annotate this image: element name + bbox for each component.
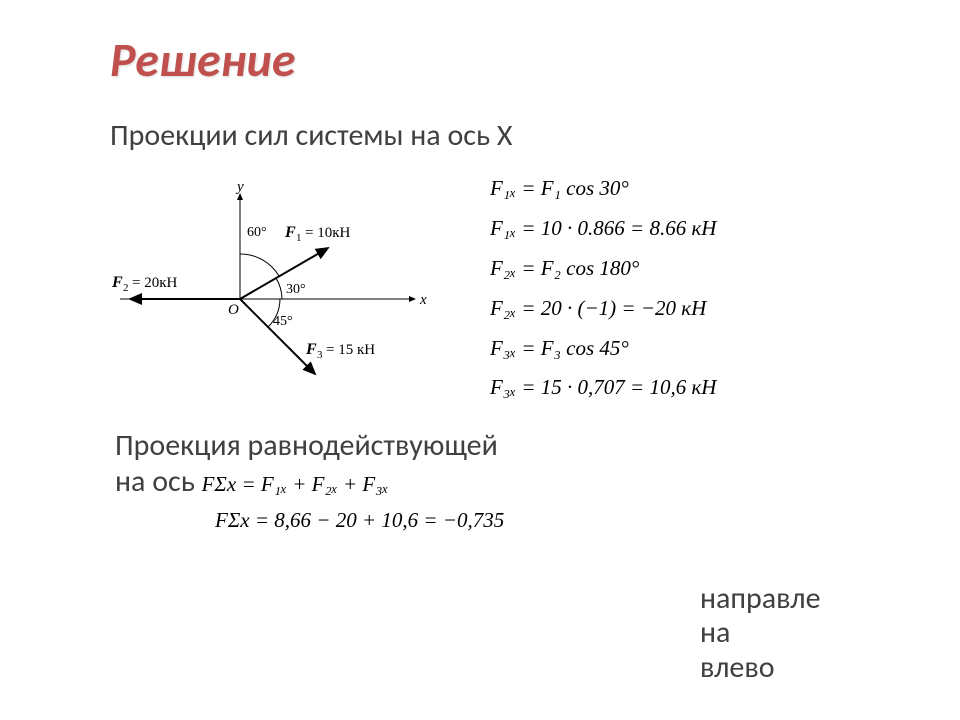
angle-45-label: 45° [273, 314, 293, 329]
f3-label: = 15 кН [326, 342, 375, 358]
svg-text:2: 2 [123, 282, 129, 294]
svg-text:F: F [305, 341, 317, 358]
page-title: Решение [110, 30, 900, 89]
force-diagram: y x O 60° 30° 45° F 1 = 10кН F 2 = 20кН … [110, 179, 440, 394]
force-diagram-svg: y x O 60° 30° 45° F 1 = 10кН F 2 = 20кН … [110, 179, 440, 389]
direction-line1: направле [700, 580, 821, 617]
result-block: Проекция равнодействующей на ось FΣx = F… [115, 428, 900, 533]
result-label-line1: Проекция равнодействующей [115, 427, 498, 464]
svg-text:1: 1 [296, 232, 302, 244]
equation-line: F₁ₓ = 10 · 0.866 = 8.66 кН [490, 209, 900, 249]
equation-line: F₃ₓ = 15 · 0,707 = 10,6 кН [490, 368, 900, 408]
direction-line2: на [700, 614, 730, 651]
equations-block: F₁ₓ = F₁ cos 30° F₁ₓ = 10 · 0.866 = 8.66… [490, 169, 900, 408]
equation-line: F₃ₓ = F₃ cos 45° [490, 329, 900, 369]
main-content-row: y x O 60° 30° 45° F 1 = 10кН F 2 = 20кН … [110, 169, 900, 408]
result-numeric: FΣx = 8,66 − 20 + 10,6 = −0,735 [215, 508, 900, 533]
angle-60-label: 60° [247, 225, 267, 240]
axis-x-label: x [419, 292, 427, 308]
equation-line: F₂ₓ = 20 · (−1) = −20 кН [490, 289, 900, 329]
svg-text:F: F [111, 274, 123, 291]
subtitle-projections: Проекции сил системы на ось Х [110, 117, 900, 154]
origin-label: O [228, 302, 239, 318]
svg-text:3: 3 [317, 349, 323, 361]
direction-text: направле на влево [700, 582, 870, 686]
slide: Решение Проекции сил системы на ось Х [0, 0, 960, 720]
equation-line: F₂ₓ = F₂ cos 180° [490, 249, 900, 289]
result-label: Проекция равнодействующей на ось FΣx = F… [115, 428, 900, 500]
equation-line: F₁ₓ = F₁ cos 30° [490, 169, 900, 209]
result-label-line2-prefix: на ось [115, 463, 202, 500]
f2-label: = 20кН [132, 275, 177, 291]
svg-text:F: F [284, 224, 296, 241]
axis-y-label: y [235, 179, 244, 195]
direction-line3: влево [700, 649, 775, 686]
angle-30-label: 30° [286, 282, 306, 297]
f1-label: = 10кН [305, 225, 350, 241]
sum-formula-inline: FΣx = F₁ₓ + F₂ₓ + F₃ₓ [202, 472, 389, 497]
